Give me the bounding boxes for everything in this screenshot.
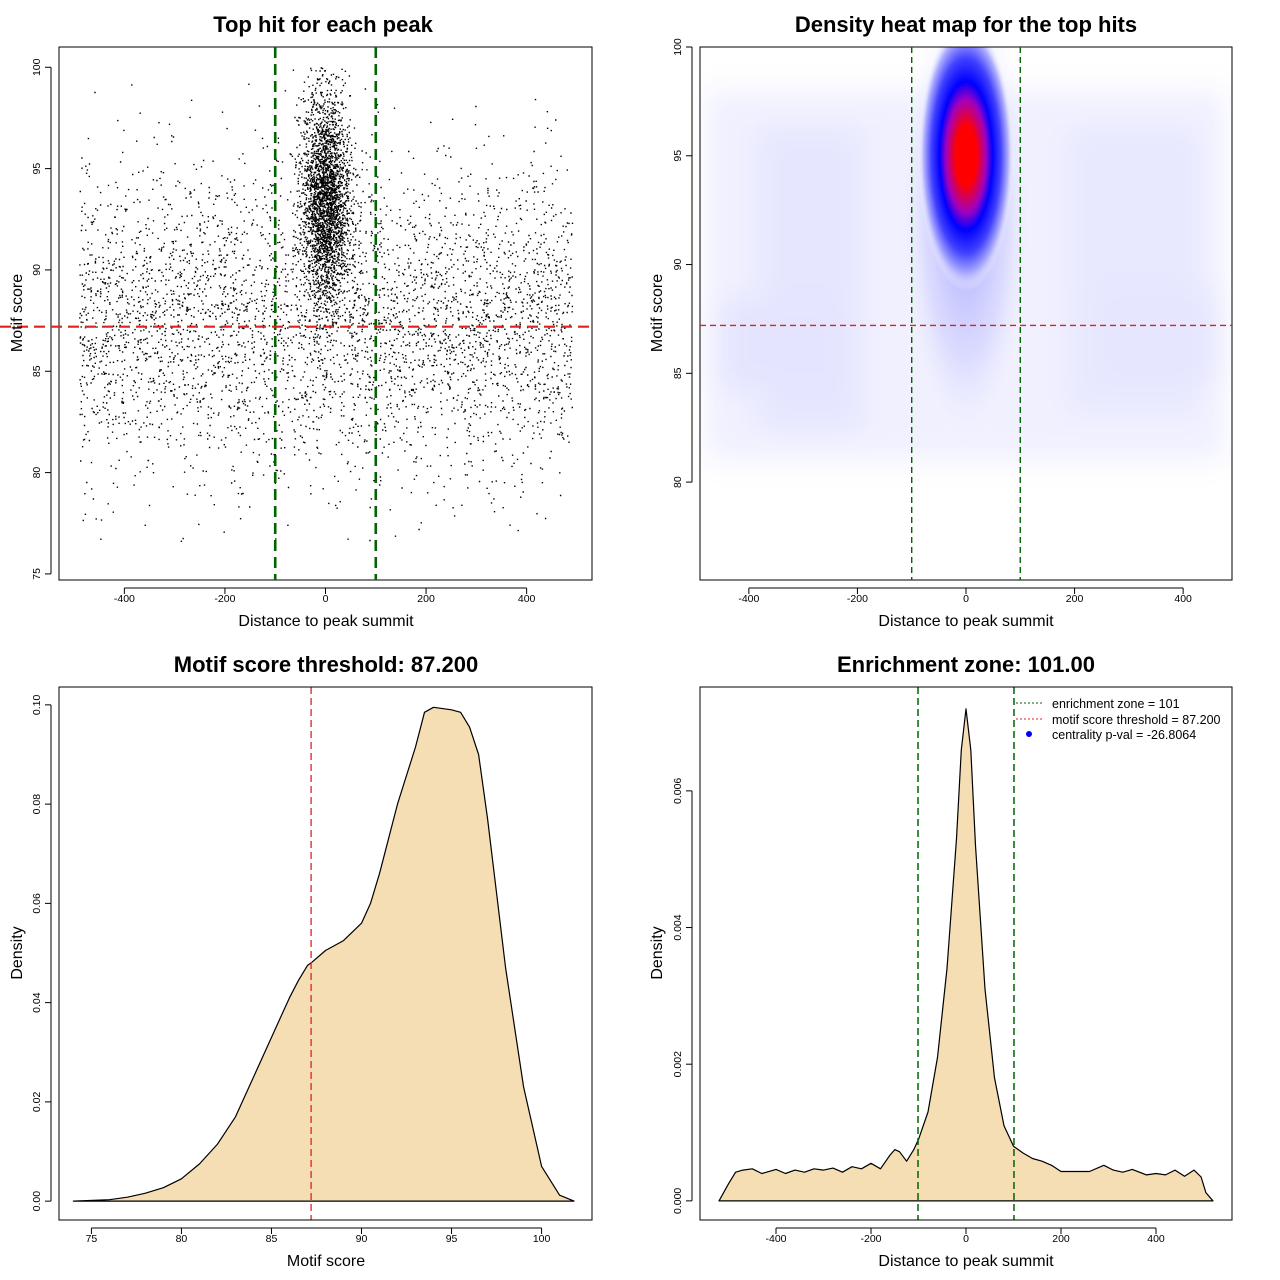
heatmap-x-tick-label: 0 [963,593,969,605]
heatmap-y-tick-label: 80 [672,476,684,488]
enrichment-reference-lines [917,687,1015,1220]
score-density-y-tick-label: 0.08 [31,794,43,815]
heatmap-x-tick-label: -200 [847,593,868,605]
score-density-x-tick-label: 75 [86,1233,98,1245]
scatter-axes: -400 -200 0 200 400 75 80 85 90 95 100 [31,58,536,605]
heatmap-y-tick-label: 90 [672,259,684,271]
enrichment-x-tick-label: 200 [1052,1233,1070,1245]
heatmap-y-tick-label: 95 [672,150,684,162]
enrichment-y-tick-label: 0.004 [672,914,684,940]
enrichment-y-tick-label: 0.000 [672,1188,684,1214]
scatter-x-tick-label: 0 [323,593,329,605]
enrichment-axes: -400 -200 0 200 400 0.000 0.002 0.004 0.006 [672,778,1165,1245]
enrichment-density-area [718,708,1214,1202]
panel-scatter: Top hit for each peak -400 -200 0 200 400 75 8… [0,12,593,630]
scatter-y-tick-label: 75 [31,568,43,580]
score-density-title: Motif score threshold: 87.200 [174,652,478,677]
scatter-x-tick-label: -400 [114,593,135,605]
enrichment-xlabel: Distance to peak summit [878,1253,1054,1270]
panel-score-density: Motif score threshold: 87.200 75 80 85 90 95… [9,652,593,1270]
scatter-x-tick-label: 400 [518,593,536,605]
scatter-title: Top hit for each peak [213,12,433,37]
heatmap-y-tick-label: 85 [672,367,684,379]
scatter-x-tick-label: 200 [417,593,435,605]
heatmap-hotspot [918,47,1014,291]
scatter-y-tick-label: 80 [31,467,43,479]
enrichment-y-tick-label: 0.006 [672,778,684,804]
enrichment-legend: enrichment zone = 101 motif score thresh… [1016,697,1221,742]
score-density-xlabel: Motif score [287,1253,365,1270]
heatmap-x-tick-label: 400 [1174,593,1192,605]
scatter-y-tick-label: 100 [31,58,43,76]
heatmap-y-tick-label: 100 [672,38,684,56]
legend-point-centrality [1026,731,1032,737]
heatmap-reference-lines [700,47,1232,580]
score-density-x-tick-label: 85 [266,1233,278,1245]
scatter-point-cloud [79,67,574,543]
score-density-plot-frame [58,686,593,1221]
heatmap-plot-frame [699,46,1233,581]
scatter-y-tick-label: 95 [31,163,43,175]
heatmap-x-tick-label: -400 [738,593,759,605]
scatter-y-tick-label: 85 [31,365,43,377]
scatter-x-tick-label: -200 [214,593,235,605]
heatmap-density-field [700,47,1232,580]
enrichment-plot-frame [699,686,1233,1221]
enrichment-y-tick-label: 0.002 [672,1051,684,1077]
score-density-area [72,706,575,1202]
heatmap-axes: -400 -200 0 200 400 80 85 90 95 100 [672,38,1192,605]
scatter-xlabel: Distance to peak summit [238,613,414,630]
enrichment-title: Enrichment zone: 101.00 [837,652,1095,677]
score-density-x-tick-label: 90 [356,1233,368,1245]
scatter-reference-lines [0,47,592,580]
score-density-y-tick-label: 0.06 [31,893,43,914]
score-density-y-tick-label: 0.02 [31,1092,43,1113]
heatmap-ylabel: Motif score [649,274,666,352]
scatter-points [79,67,574,543]
legend-label-enrichment-zone: enrichment zone = 101 [1052,697,1180,711]
scatter-plot-frame [58,46,593,581]
panel-enrichment: Enrichment zone: 101.00 -400 -200 0 200 400 0… [649,652,1233,1270]
score-density-ylabel: Density [9,926,26,979]
score-density-x-tick-label: 100 [533,1233,551,1245]
enrichment-x-tick-label: -400 [765,1233,786,1245]
score-density-y-tick-label: 0.00 [31,1191,43,1212]
score-density-x-tick-label: 80 [176,1233,188,1245]
legend-label-motif-threshold: motif score threshold = 87.200 [1052,713,1221,727]
enrichment-x-tick-label: -200 [860,1233,881,1245]
heatmap-title: Density heat map for the top hits [795,12,1137,37]
score-density-y-tick-label: 0.04 [31,992,43,1013]
panel-heatmap: Density heat map for the top hits -400 -2… [649,12,1233,630]
legend-label-centrality: centrality p-val = -26.8064 [1052,728,1196,742]
heatmap-xlabel: Distance to peak summit [878,613,1054,630]
heatmap-x-tick-label: 200 [1066,593,1084,605]
enrichment-ylabel: Density [649,926,666,979]
score-density-x-tick-label: 95 [446,1233,458,1245]
heatmap-background-density [705,90,1225,460]
score-density-y-tick-label: 0.10 [31,694,43,715]
score-density-axes: 75 80 85 90 95 100 0.00 0.02 0.04 0.06 0.08 0.10 [31,694,550,1245]
enrichment-x-tick-label: 400 [1147,1233,1165,1245]
scatter-ylabel: Motif score [9,274,26,352]
scatter-y-tick-label: 90 [31,264,43,276]
enrichment-x-tick-label: 0 [963,1233,969,1245]
